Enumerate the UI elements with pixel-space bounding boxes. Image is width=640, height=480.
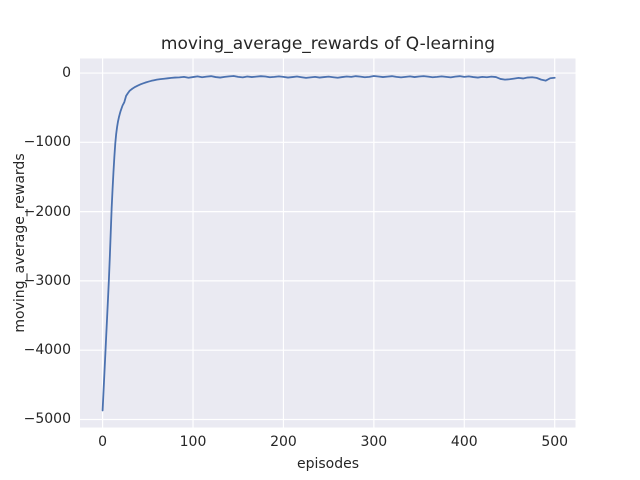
- gridlines: [80, 58, 576, 428]
- x-tick-label: 300: [360, 434, 388, 450]
- x-axis-label: episodes: [296, 456, 360, 472]
- x-tick-label: 400: [450, 434, 478, 450]
- x-tick-label: 100: [179, 434, 207, 450]
- x-tick-label: 200: [270, 434, 297, 450]
- x-tick-label: 500: [541, 434, 569, 450]
- reward-line: [101, 75, 556, 412]
- y-tick-label: 0: [62, 65, 71, 82]
- plot-background: [80, 58, 576, 428]
- y-axis-label: moving_average_rewards: [12, 153, 28, 333]
- y-tick-label: −1000: [23, 134, 71, 151]
- y-tick-label: −3000: [23, 272, 71, 289]
- y-tick-label: −5000: [23, 411, 71, 428]
- y-tick-label: −4000: [23, 342, 71, 359]
- chart-title: moving_average_rewards of Q-learning: [160, 34, 496, 54]
- y-tick-label: −2000: [23, 203, 71, 220]
- x-tick-label: 0: [98, 434, 108, 450]
